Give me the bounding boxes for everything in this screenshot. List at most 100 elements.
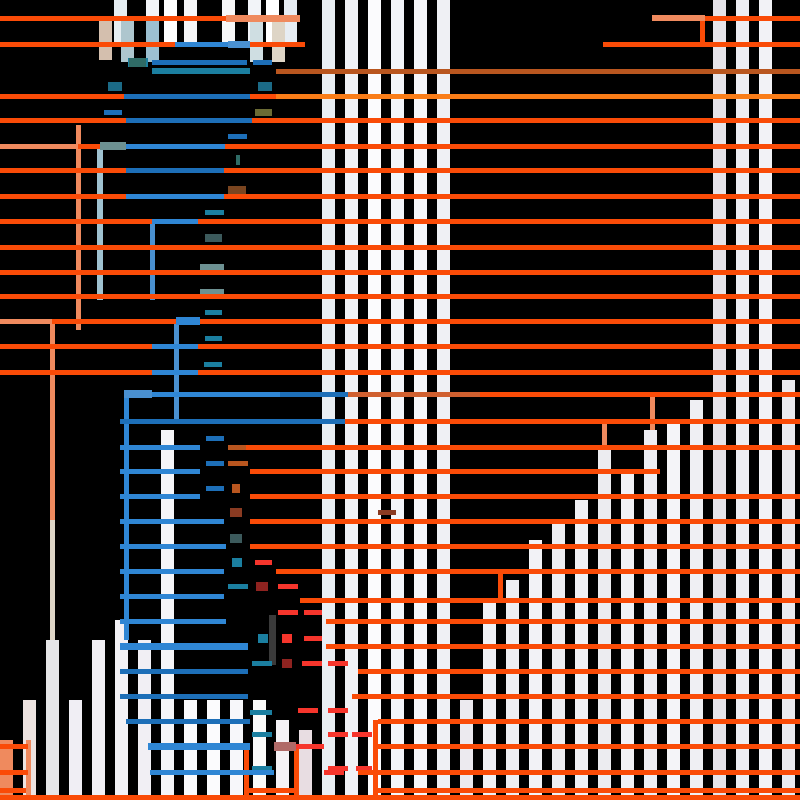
- leaf-stem: [460, 700, 473, 800]
- dendrogram-link: [152, 68, 250, 74]
- dendrogram-link: [150, 769, 274, 775]
- dendrogram-link: [52, 318, 800, 324]
- dendrogram-link: [78, 143, 800, 149]
- top-leaf-mark: [146, 20, 159, 62]
- dendrogram-link: [148, 742, 250, 750]
- dendrogram-link: [652, 15, 705, 21]
- dendrogram-link: [328, 765, 348, 771]
- dendrogram-vertical-link: [49, 321, 55, 520]
- dendrogram-link: [603, 41, 800, 47]
- top-leaf-mark: [184, 0, 197, 42]
- dendrogram-vertical-link: [497, 570, 503, 600]
- dendrogram-link: [228, 40, 250, 48]
- dendrogram-link: [230, 418, 345, 424]
- dendrogram-link: [232, 557, 242, 567]
- dendrogram-link: [282, 658, 292, 668]
- dendrogram-link: [374, 787, 800, 793]
- leaf-stem: [230, 700, 243, 800]
- dendrogram-link: [0, 167, 800, 173]
- dendrogram-link: [250, 543, 800, 549]
- dendrogram-link: [152, 343, 198, 349]
- dendrogram-link: [120, 568, 224, 574]
- dendrogram-link: [352, 693, 800, 699]
- dendrogram-link: [252, 660, 272, 666]
- dendrogram-vertical-link: [75, 125, 81, 330]
- dendrogram-link: [200, 263, 224, 273]
- dendrogram-link: [228, 133, 247, 139]
- dendrogram-link: [304, 609, 322, 615]
- dendrogram-link: [205, 234, 222, 242]
- dendrogram-link: [328, 731, 348, 737]
- dendrogram-link: [124, 93, 250, 99]
- dendrogram-link: [124, 390, 152, 398]
- dendrogram-link: [176, 317, 200, 325]
- dendrogram-link: [175, 41, 250, 47]
- dendrogram-link: [280, 391, 348, 397]
- dendrogram-link: [328, 707, 348, 713]
- dendrogram-link: [228, 186, 246, 194]
- dendrogram-vertical-link: [649, 394, 655, 430]
- dendrogram-link: [152, 59, 247, 65]
- dendrogram-link: [104, 109, 122, 115]
- dendrogram-link: [250, 468, 660, 474]
- dendrogram-vertical-link: [25, 740, 31, 800]
- dendrogram-link: [278, 609, 298, 615]
- leaf-stem: [575, 500, 588, 800]
- dendrogram-link: [258, 81, 272, 91]
- dendrogram-link: [129, 57, 146, 67]
- dendrogram-vertical-link: [149, 221, 155, 300]
- dendrogram-link: [258, 633, 268, 643]
- leaf-stem: [483, 600, 496, 800]
- dendrogram-link: [250, 518, 800, 524]
- dendrogram-link: [0, 218, 800, 224]
- dendrogram-link: [352, 731, 372, 737]
- dendrogram-link: [206, 460, 224, 466]
- dendrogram-link: [0, 787, 26, 793]
- dendrogram-link: [120, 493, 200, 499]
- dendrogram-link: [206, 485, 224, 491]
- dendrogram-link: [232, 483, 240, 493]
- dendrogram-link: [120, 468, 200, 474]
- leaf-stem: [184, 700, 197, 800]
- dendrogram-link: [276, 93, 800, 99]
- dendrogram-link: [326, 618, 800, 624]
- dendrogram-link: [480, 391, 800, 397]
- top-leaf-mark: [272, 20, 285, 62]
- leaf-stem: [506, 580, 519, 800]
- leaf-stem: [115, 620, 128, 800]
- dendrogram-link: [250, 709, 272, 715]
- dendrogram-link: [205, 309, 222, 315]
- dendrogram-link: [255, 108, 272, 116]
- dendrogram-link: [0, 794, 800, 800]
- dendrogram-link: [0, 193, 800, 199]
- top-leaf-mark: [121, 20, 134, 62]
- dendrogram-link: [302, 660, 322, 666]
- dendrogram-link: [236, 155, 240, 165]
- dendrogram-link: [206, 435, 224, 441]
- dendrogram-link: [296, 743, 324, 749]
- dendrogram-link: [120, 668, 248, 674]
- dendrogram-link: [250, 493, 800, 499]
- top-leaf-mark: [99, 20, 112, 60]
- leaf-stem: [46, 640, 59, 800]
- dendrogram-link: [0, 743, 28, 749]
- dendrogram-link: [0, 769, 28, 775]
- dendrogram-link: [204, 361, 222, 367]
- leaf-stem: [782, 380, 795, 800]
- dendrogram-link: [705, 15, 800, 21]
- dendrogram-link: [126, 167, 224, 173]
- dendrogram-vertical-link: [123, 394, 129, 640]
- dendrogram-link: [278, 117, 800, 123]
- dendrogram-link: [326, 643, 800, 649]
- dendrogram-link: [282, 633, 292, 643]
- dendrogram-link: [120, 418, 230, 424]
- dendrogram-link: [274, 741, 296, 751]
- dendrogram-vertical-link: [49, 520, 55, 640]
- dendrogram-link: [253, 59, 272, 65]
- dendrogram-link: [228, 583, 248, 589]
- dendrogram-link: [376, 743, 800, 749]
- dendrogram-link: [120, 543, 226, 549]
- dendrogram-vertical-link: [268, 615, 276, 665]
- dendrogram-link: [246, 444, 800, 450]
- leaf-stem: [92, 640, 105, 800]
